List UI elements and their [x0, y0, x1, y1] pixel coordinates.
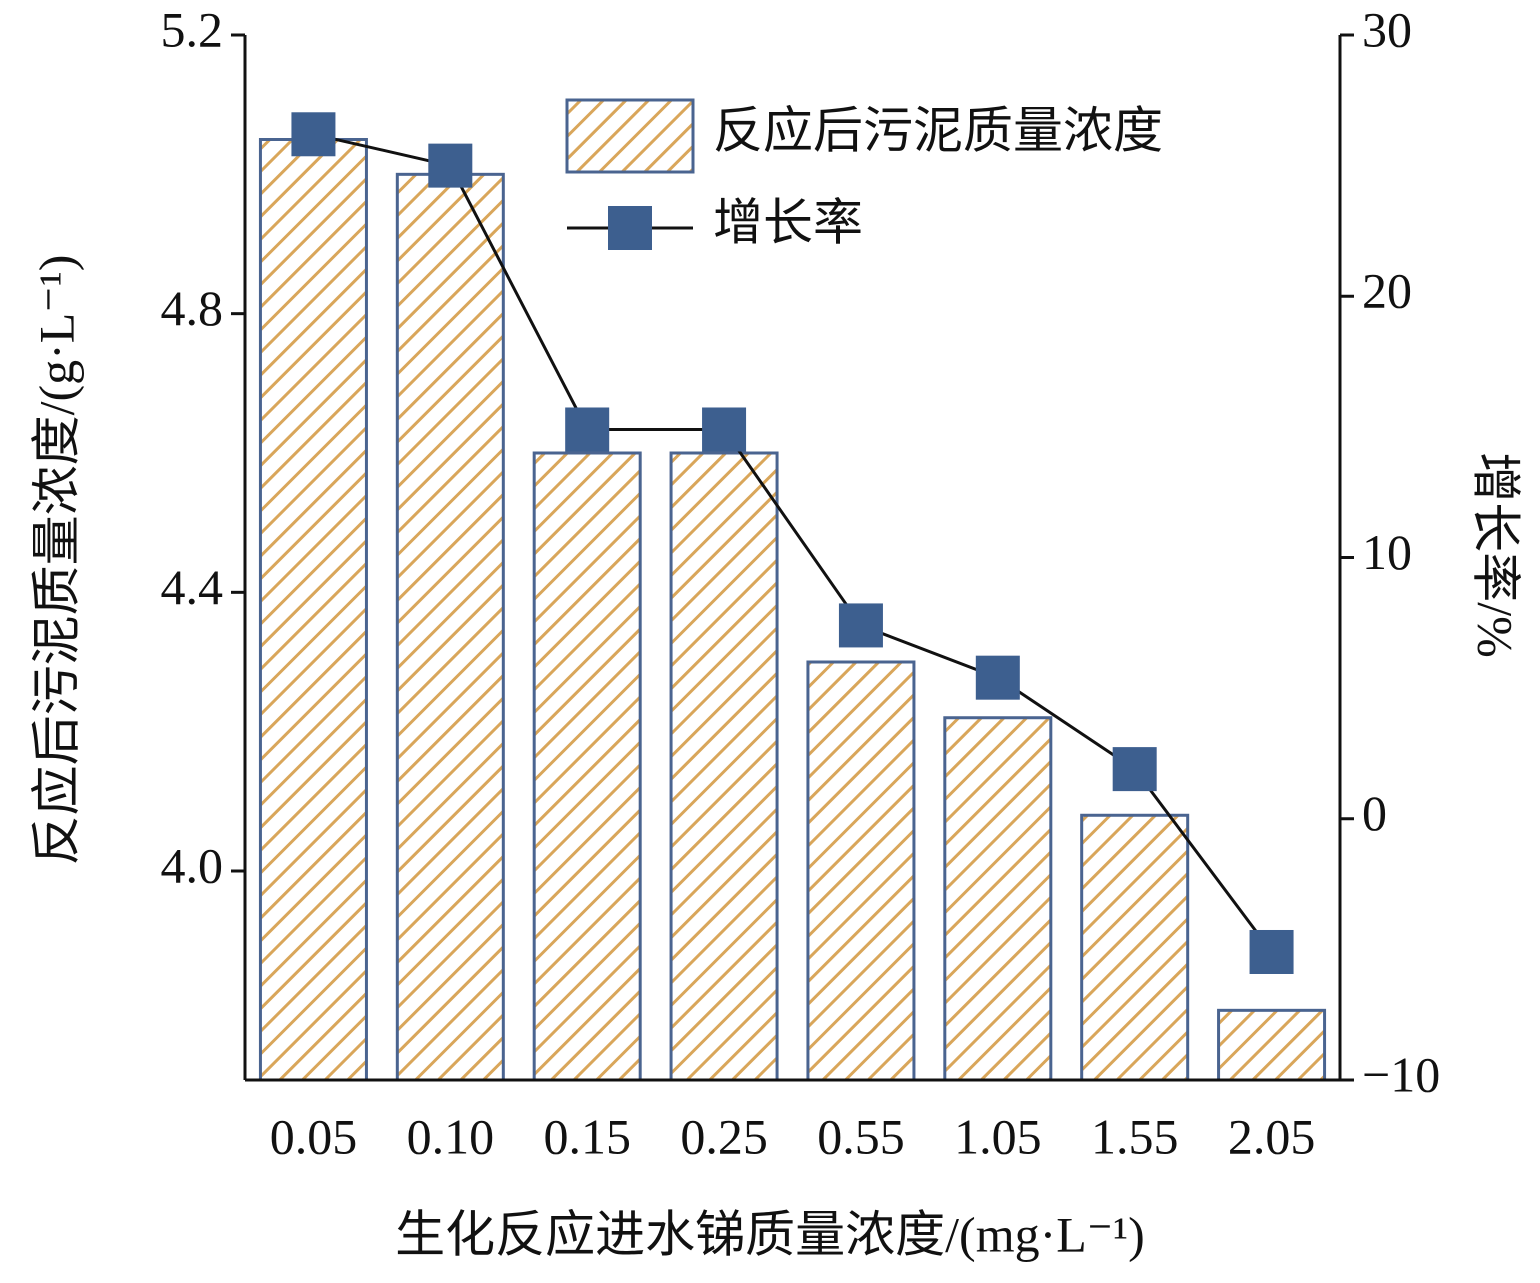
x-tick-label: 1.55 — [1091, 1108, 1179, 1164]
x-tick-label: 1.05 — [954, 1108, 1042, 1164]
bar — [1080, 813, 1190, 1082]
x-tick-label: 0.15 — [543, 1108, 631, 1164]
y2-tick-label: 10 — [1362, 524, 1412, 580]
legend-label: 反应后污泥质量浓度 — [713, 102, 1163, 158]
marker — [1112, 747, 1157, 792]
bar — [806, 660, 916, 1082]
y-tick-label: 5.2 — [161, 1, 224, 57]
y2-tick-label: 30 — [1362, 1, 1412, 57]
bar — [532, 451, 642, 1082]
x-tick-label: 0.55 — [817, 1108, 905, 1164]
legend-swatch — [565, 98, 695, 174]
y-axis-title: 反应后污泥质量浓度/(g·L⁻¹) — [28, 255, 84, 866]
marker — [428, 143, 473, 188]
marker — [1249, 929, 1294, 974]
marker — [291, 112, 336, 157]
y-tick-label: 4.0 — [161, 837, 224, 893]
y2-tick-label: 20 — [1362, 263, 1412, 319]
marker — [838, 603, 883, 648]
x-axis-title: 生化反应进水锑质量浓度/(mg·L⁻¹) — [395, 1206, 1145, 1262]
bar — [395, 172, 505, 1082]
bar — [1217, 1008, 1327, 1082]
legend-label: 增长率 — [713, 194, 863, 250]
marker — [565, 407, 610, 452]
bar — [258, 138, 368, 1082]
legend-marker — [608, 206, 652, 250]
y-tick-label: 4.8 — [161, 280, 224, 336]
x-tick-label: 2.05 — [1228, 1108, 1316, 1164]
x-tick-label: 0.10 — [407, 1108, 495, 1164]
bar — [669, 451, 779, 1082]
marker — [975, 655, 1020, 700]
x-tick-label: 0.05 — [270, 1108, 358, 1164]
y2-tick-label: −10 — [1362, 1046, 1440, 1102]
x-tick-label: 0.25 — [680, 1108, 768, 1164]
y-tick-label: 4.4 — [161, 559, 224, 615]
bar — [943, 716, 1053, 1082]
marker — [702, 407, 747, 452]
line — [313, 132, 1273, 953]
y2-axis-title: 增长率/% — [1468, 452, 1524, 658]
y2-tick-label: 0 — [1362, 785, 1387, 841]
